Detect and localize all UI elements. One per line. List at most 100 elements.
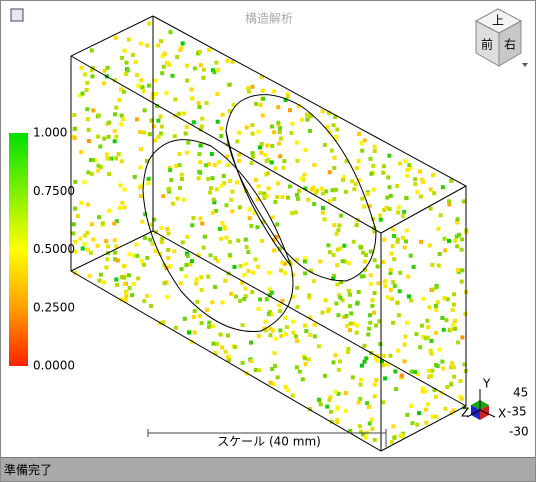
point	[317, 397, 322, 402]
point	[117, 206, 122, 210]
point	[259, 142, 264, 147]
point	[389, 439, 394, 444]
point	[290, 393, 295, 398]
point	[409, 403, 414, 408]
point	[267, 287, 272, 292]
point	[84, 88, 89, 92]
point	[345, 323, 350, 328]
point	[220, 220, 225, 225]
point	[73, 179, 78, 184]
point	[221, 174, 226, 178]
point	[299, 176, 304, 181]
point	[324, 189, 329, 194]
point	[430, 287, 435, 292]
point	[431, 173, 436, 178]
point	[455, 244, 460, 249]
point	[339, 280, 344, 285]
point	[460, 237, 464, 242]
point	[434, 308, 439, 312]
point	[112, 78, 117, 83]
point	[207, 320, 212, 325]
point	[170, 73, 175, 78]
point	[462, 405, 467, 410]
point	[444, 318, 449, 323]
point	[421, 335, 426, 339]
point	[71, 231, 76, 236]
point	[114, 219, 119, 224]
point	[330, 188, 335, 193]
point	[167, 189, 172, 194]
point	[452, 365, 456, 370]
point	[401, 214, 405, 218]
color-legend	[9, 133, 28, 366]
point	[271, 382, 276, 386]
point	[91, 108, 96, 113]
point	[253, 368, 258, 372]
point	[237, 205, 242, 210]
view-cube[interactable]: 上 前 右	[474, 8, 528, 67]
point	[262, 326, 267, 331]
point	[342, 175, 346, 180]
point	[279, 268, 283, 273]
point	[104, 239, 109, 244]
point	[433, 330, 438, 335]
point	[402, 245, 407, 250]
point	[348, 429, 353, 433]
point	[363, 435, 368, 440]
point	[149, 118, 154, 123]
point	[227, 109, 232, 114]
point	[376, 281, 381, 286]
point	[303, 323, 307, 328]
point	[429, 338, 434, 343]
point	[365, 401, 370, 406]
point	[108, 156, 112, 161]
point	[105, 156, 110, 161]
point	[423, 407, 428, 412]
point	[372, 291, 377, 296]
point	[457, 232, 461, 237]
point	[409, 298, 413, 303]
point	[405, 320, 409, 325]
point	[165, 227, 170, 231]
point	[156, 134, 161, 139]
point	[198, 63, 203, 68]
point	[219, 134, 224, 138]
point	[135, 117, 139, 122]
point	[319, 186, 324, 191]
point	[287, 184, 292, 189]
point	[168, 30, 173, 35]
point	[210, 176, 215, 181]
point	[224, 203, 229, 208]
point	[213, 208, 218, 213]
point	[277, 141, 282, 146]
legend-label: 0.5000	[33, 242, 75, 256]
point	[393, 369, 398, 374]
point	[122, 281, 127, 286]
point	[119, 87, 124, 92]
point	[305, 112, 310, 117]
point	[199, 321, 204, 326]
point	[342, 315, 347, 320]
point	[363, 267, 368, 272]
point	[151, 124, 156, 129]
point	[113, 35, 118, 40]
lock-icon[interactable]	[10, 8, 24, 22]
point	[238, 299, 243, 303]
point	[155, 104, 160, 108]
point	[179, 267, 184, 272]
point	[418, 345, 423, 350]
point	[405, 173, 410, 178]
point	[436, 263, 441, 268]
point	[387, 207, 392, 211]
point	[460, 335, 465, 340]
point	[385, 195, 390, 200]
point	[423, 389, 427, 394]
point	[335, 263, 340, 268]
point	[225, 355, 230, 360]
point	[184, 274, 189, 279]
point	[136, 276, 141, 281]
point	[226, 358, 231, 363]
point	[309, 187, 314, 192]
point	[272, 248, 277, 253]
point	[368, 249, 373, 254]
